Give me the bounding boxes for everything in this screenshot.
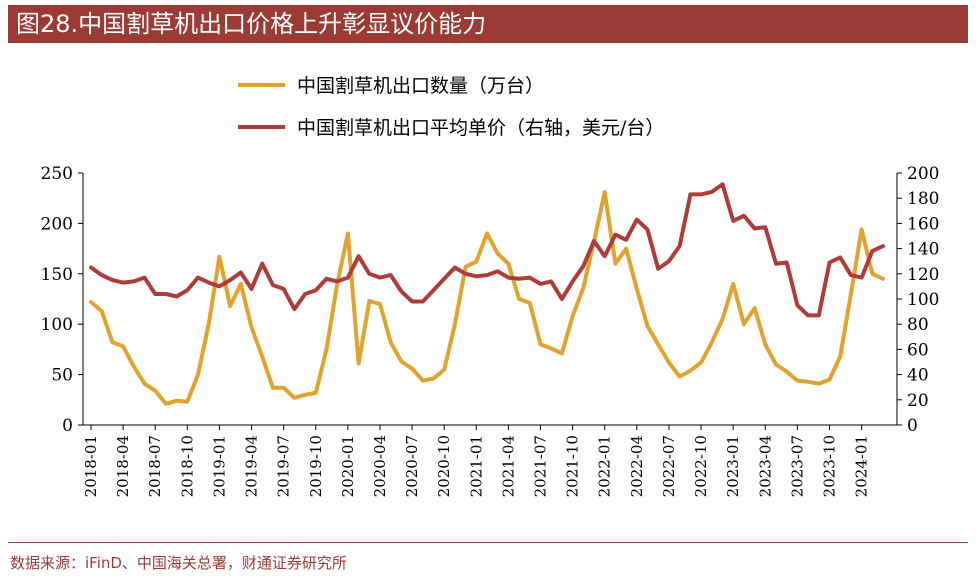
- x-tick-label: 2023-10: [820, 435, 838, 497]
- right-tick-label: 20: [907, 391, 929, 411]
- axes: 0 50 100 150 200 250 0 20 40 60 80 100 120 140 160 180 2…: [41, 164, 940, 497]
- right-tick-label: 40: [907, 366, 929, 386]
- x-tick-label: 2022-04: [628, 435, 646, 497]
- legend-price: 中国割草机出口平均单价（右轴，美元/台）: [238, 117, 664, 139]
- x-tick-label: 2022-01: [596, 435, 614, 497]
- right-tick-label: 180: [907, 189, 939, 209]
- x-tick-label: 2019-07: [275, 435, 293, 497]
- x-tick-label: 2023-01: [724, 435, 742, 497]
- x-tick-label: 2020-10: [435, 435, 453, 497]
- right-tick-label: 100: [907, 290, 939, 310]
- right-tick-label: 60: [907, 340, 929, 360]
- x-tick-label: 2024-01: [853, 435, 871, 497]
- x-tick-label: 2019-04: [243, 435, 261, 497]
- x-tick-label: 2020-01: [339, 435, 357, 497]
- left-tick-label: 100: [41, 315, 73, 335]
- x-tick-label: 2018-10: [178, 435, 196, 497]
- x-tick-label: 2018-04: [114, 435, 132, 497]
- source-note: 数据来源：iFinD、中国海关总署，财通证券研究所: [10, 554, 347, 572]
- x-tick-label: 2019-10: [307, 435, 325, 497]
- x-tick-label: 2020-07: [403, 435, 421, 497]
- left-tick-label: 150: [41, 265, 73, 285]
- right-tick-label: 0: [907, 416, 918, 436]
- footer-divider: [8, 542, 968, 543]
- right-tick-label: 80: [907, 315, 929, 335]
- quantity-line: [89, 190, 885, 406]
- legend-price-label: 中国割草机出口平均单价（右轴，美元/台）: [297, 117, 664, 139]
- legend-quantity: 中国割草机出口数量（万台）: [238, 75, 544, 97]
- left-tick-label: 50: [51, 366, 73, 386]
- page-title: 图28.中国割草机出口价格上升彰显议价能力: [16, 10, 487, 38]
- x-tick-label: 2021-10: [564, 435, 582, 497]
- left-tick-label: 250: [41, 164, 73, 184]
- x-tick-label: 2018-07: [146, 435, 164, 497]
- title-bar: 图28.中国割草机出口价格上升彰显议价能力: [8, 5, 968, 43]
- x-tick-label: 2022-07: [660, 435, 678, 497]
- line-chart: 中国割草机出口数量（万台） 中国割草机出口平均单价（右轴，美元/台） 0 50 100…: [41, 75, 940, 497]
- x-tick-label: 2018-01: [82, 435, 100, 497]
- series-group: [89, 182, 885, 406]
- right-tick-label: 160: [907, 214, 939, 234]
- left-tick-label: 200: [41, 214, 73, 234]
- right-tick-label: 140: [907, 240, 939, 260]
- x-tick-label: 2021-04: [499, 435, 517, 497]
- x-tick-label: 2019-01: [210, 435, 228, 497]
- left-tick-label: 0: [62, 416, 73, 436]
- x-tick-label: 2020-04: [371, 435, 389, 497]
- price-line: [89, 182, 885, 318]
- right-tick-label: 200: [907, 164, 939, 184]
- x-tick-label: 2021-01: [467, 435, 485, 497]
- x-tick-label: 2022-10: [692, 435, 710, 497]
- legend: 中国割草机出口数量（万台） 中国割草机出口平均单价（右轴，美元/台）: [238, 75, 664, 139]
- legend-quantity-label: 中国割草机出口数量（万台）: [297, 75, 544, 97]
- x-tick-label: 2023-04: [756, 435, 774, 497]
- right-tick-label: 120: [907, 265, 939, 285]
- x-tick-label: 2023-07: [788, 435, 806, 497]
- x-tick-label: 2021-07: [532, 435, 550, 497]
